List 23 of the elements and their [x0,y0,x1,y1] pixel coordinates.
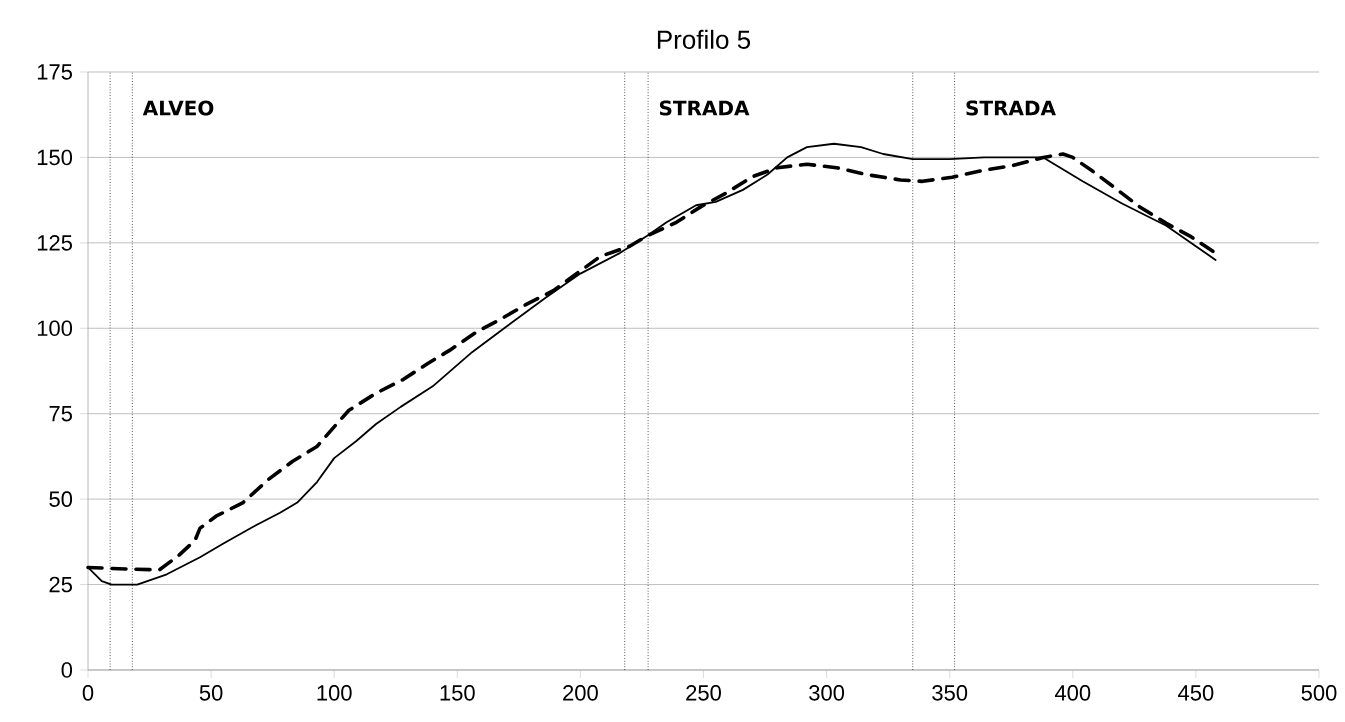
ref-line-label: STRADA [659,100,750,116]
y-tick-label: 0 [61,662,73,678]
x-tick-label: 150 [440,685,475,701]
x-tick-label: 450 [1178,685,1214,701]
ref-line-label: ALVEO [142,100,214,116]
y-tick-label: 50 [49,491,73,507]
chart-title: Profilo 5 [657,29,751,49]
y-tick-label: 175 [37,64,72,80]
y-tick-label: 100 [37,320,73,337]
y-tick-label: 125 [37,235,72,251]
x-tick-label: 300 [809,685,845,701]
y-tick-label: 150 [37,149,73,166]
x-tick-label: 400 [1054,685,1091,701]
x-tick-label: 200 [563,685,598,701]
y-tick-label: 25 [49,576,72,593]
ref-line-label: STRADA [966,100,1056,116]
x-tick-label: 0 [82,685,94,701]
x-tick-label: 50 [199,685,223,701]
x-tick-label: 350 [932,685,968,701]
x-tick-label: 100 [317,685,352,701]
x-tick-label: 250 [686,685,721,701]
y-tick-label: 75 [49,406,72,422]
x-tick-label: 500 [1301,685,1337,701]
